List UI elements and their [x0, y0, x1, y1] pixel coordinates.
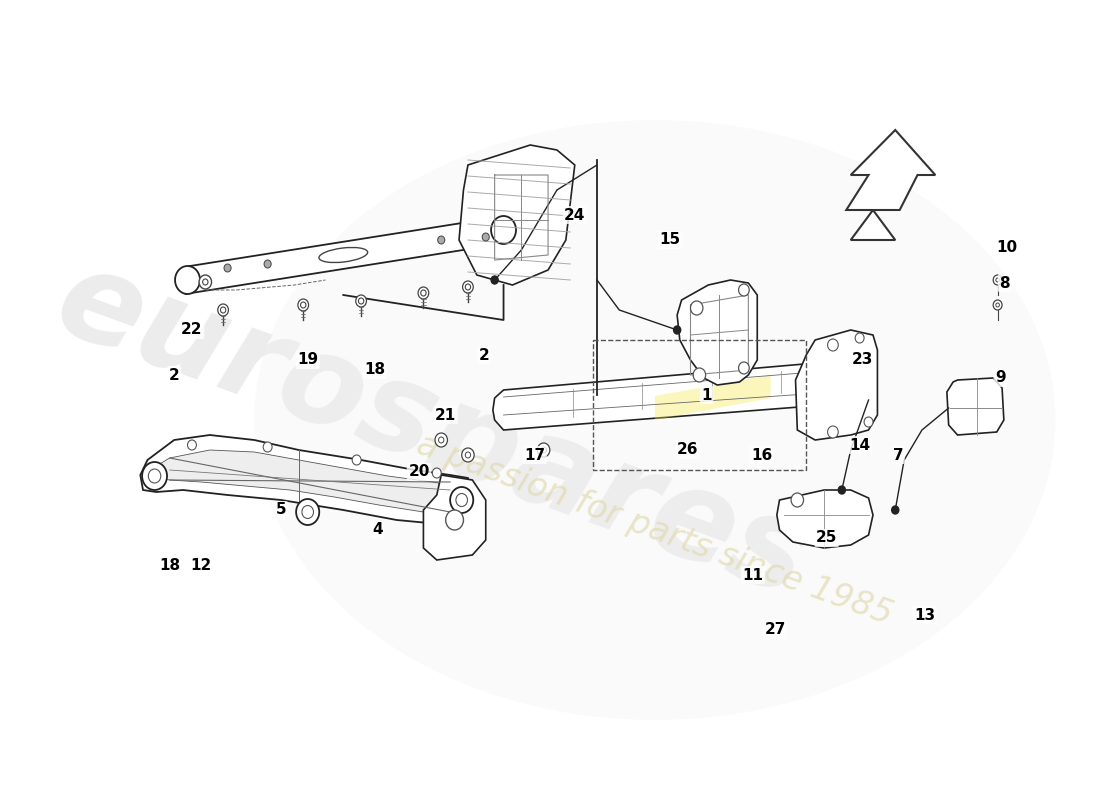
Polygon shape	[156, 450, 450, 512]
Circle shape	[538, 443, 550, 457]
Circle shape	[838, 486, 846, 494]
Circle shape	[301, 506, 314, 518]
Text: 14: 14	[849, 438, 870, 453]
Circle shape	[220, 307, 225, 313]
Text: 11: 11	[742, 567, 763, 582]
Circle shape	[993, 275, 1002, 285]
Text: 15: 15	[660, 233, 681, 247]
Circle shape	[693, 368, 705, 382]
Text: 17: 17	[524, 447, 546, 462]
Text: 22: 22	[182, 322, 202, 338]
Bar	[593, 340, 806, 470]
Circle shape	[673, 326, 681, 334]
Circle shape	[418, 287, 429, 299]
Circle shape	[224, 264, 231, 272]
Text: 8: 8	[1000, 275, 1010, 290]
Circle shape	[738, 284, 749, 296]
Circle shape	[827, 339, 838, 351]
Circle shape	[465, 452, 471, 458]
Text: 19: 19	[297, 353, 318, 367]
Text: 2: 2	[478, 347, 490, 362]
Circle shape	[491, 216, 516, 244]
Circle shape	[439, 437, 444, 443]
Text: a passion for parts since 1985: a passion for parts since 1985	[412, 428, 898, 632]
Polygon shape	[777, 490, 873, 548]
Circle shape	[892, 506, 899, 514]
Circle shape	[359, 298, 364, 304]
Text: 12: 12	[190, 558, 211, 573]
Polygon shape	[947, 378, 1004, 435]
Text: 24: 24	[564, 207, 585, 222]
Text: 18: 18	[364, 362, 385, 378]
Circle shape	[300, 302, 306, 308]
Circle shape	[264, 260, 272, 268]
Text: 16: 16	[751, 447, 772, 462]
Text: 9: 9	[996, 370, 1005, 386]
Circle shape	[355, 295, 366, 307]
Circle shape	[865, 417, 873, 427]
Circle shape	[432, 468, 441, 478]
Circle shape	[420, 290, 426, 296]
Text: 20: 20	[408, 465, 430, 479]
Circle shape	[463, 281, 473, 293]
Text: 25: 25	[816, 530, 837, 546]
Circle shape	[296, 499, 319, 525]
Circle shape	[175, 266, 200, 294]
Text: eurospares: eurospares	[41, 238, 824, 622]
Circle shape	[993, 300, 1002, 310]
Circle shape	[352, 455, 361, 465]
Circle shape	[738, 362, 749, 374]
Circle shape	[263, 442, 272, 452]
Circle shape	[482, 233, 490, 241]
Polygon shape	[186, 216, 505, 294]
Text: 21: 21	[436, 407, 456, 422]
Circle shape	[691, 301, 703, 315]
Ellipse shape	[319, 247, 367, 262]
Polygon shape	[654, 375, 771, 420]
Text: 23: 23	[851, 353, 873, 367]
Polygon shape	[493, 360, 873, 430]
Circle shape	[465, 284, 471, 290]
Polygon shape	[846, 130, 935, 240]
Text: 4: 4	[372, 522, 383, 538]
Text: 1: 1	[702, 387, 712, 402]
Text: 27: 27	[764, 622, 785, 638]
Circle shape	[462, 448, 474, 462]
Circle shape	[791, 493, 804, 507]
Circle shape	[218, 304, 229, 316]
Circle shape	[148, 469, 161, 483]
Circle shape	[446, 510, 463, 530]
Circle shape	[187, 440, 197, 450]
Circle shape	[541, 447, 547, 453]
Ellipse shape	[254, 120, 1056, 720]
Circle shape	[996, 278, 1000, 282]
Polygon shape	[459, 145, 575, 285]
Circle shape	[199, 275, 211, 289]
Polygon shape	[678, 280, 757, 385]
Circle shape	[855, 333, 865, 343]
Polygon shape	[795, 330, 878, 440]
Circle shape	[455, 494, 468, 506]
Text: 26: 26	[678, 442, 698, 458]
Text: 13: 13	[914, 607, 935, 622]
Text: 2: 2	[168, 367, 179, 382]
Circle shape	[827, 426, 838, 438]
Polygon shape	[424, 475, 486, 560]
Circle shape	[996, 303, 1000, 307]
Text: 5: 5	[276, 502, 286, 518]
Circle shape	[142, 462, 167, 490]
Text: 7: 7	[892, 447, 903, 462]
Circle shape	[491, 276, 498, 284]
Circle shape	[450, 487, 473, 513]
Text: 18: 18	[160, 558, 180, 573]
Polygon shape	[141, 435, 472, 525]
Circle shape	[202, 279, 208, 285]
Circle shape	[298, 299, 309, 311]
Circle shape	[438, 236, 444, 244]
Text: 10: 10	[996, 241, 1018, 255]
Circle shape	[434, 433, 448, 447]
